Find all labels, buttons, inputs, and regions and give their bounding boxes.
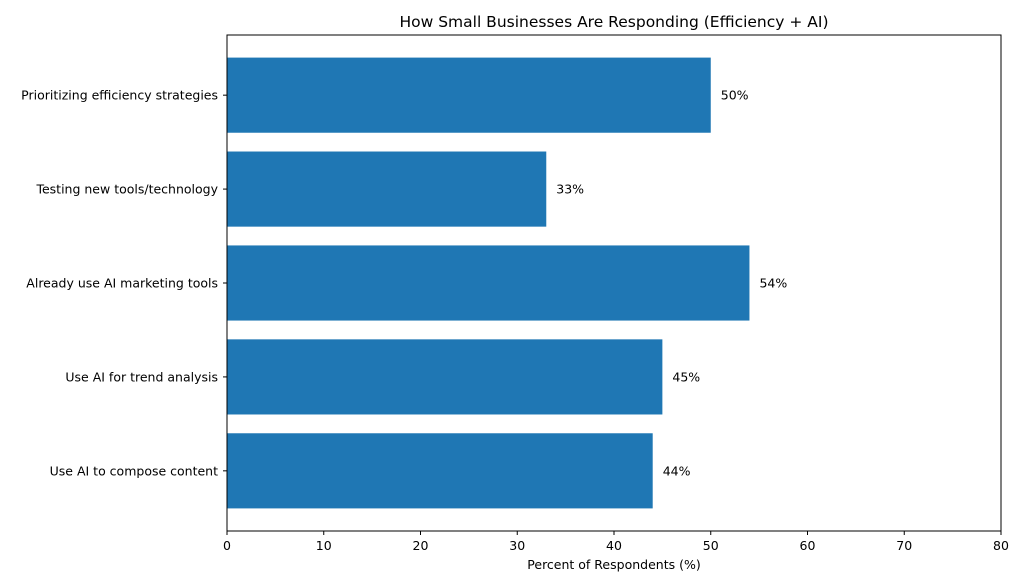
category-label: Prioritizing efficiency strategies xyxy=(21,88,218,103)
x-tick-label: 0 xyxy=(223,538,231,553)
x-axis-ticks-group: 0 10 20 30 40 50 60 70 80 xyxy=(223,531,1009,553)
data-label: 45% xyxy=(672,369,700,384)
x-tick-label: 30 xyxy=(509,538,525,553)
bar xyxy=(227,151,547,227)
x-tick-label: 80 xyxy=(993,538,1009,553)
data-label: 33% xyxy=(556,182,584,197)
x-tick-label: 60 xyxy=(800,538,816,553)
category-label: Use AI to compose content xyxy=(50,463,218,478)
category-label: Testing new tools/technology xyxy=(35,182,218,197)
bar xyxy=(227,433,653,509)
bars-group xyxy=(227,57,750,509)
plot-frame xyxy=(226,34,1002,532)
x-tick-label: 70 xyxy=(896,538,912,553)
data-labels-group: 50% 33% 54% 45% 44% xyxy=(556,88,787,479)
data-label: 50% xyxy=(721,88,749,103)
x-tick-label: 40 xyxy=(606,538,622,553)
category-label: Use AI for trend analysis xyxy=(65,369,218,384)
bar xyxy=(227,245,750,321)
category-labels-group: Prioritizing efficiency strategies Testin… xyxy=(21,88,227,478)
x-axis-label: Percent of Respondents (%) xyxy=(527,557,700,572)
data-label: 44% xyxy=(663,463,691,478)
chart-title: How Small Businesses Are Responding (Eff… xyxy=(399,13,828,31)
bar xyxy=(227,339,663,415)
x-tick-label: 10 xyxy=(316,538,332,553)
category-label: Already use AI marketing tools xyxy=(26,276,218,291)
x-tick-label: 50 xyxy=(703,538,719,553)
data-label: 54% xyxy=(759,276,787,291)
bar xyxy=(227,57,711,133)
x-tick-label: 20 xyxy=(413,538,429,553)
